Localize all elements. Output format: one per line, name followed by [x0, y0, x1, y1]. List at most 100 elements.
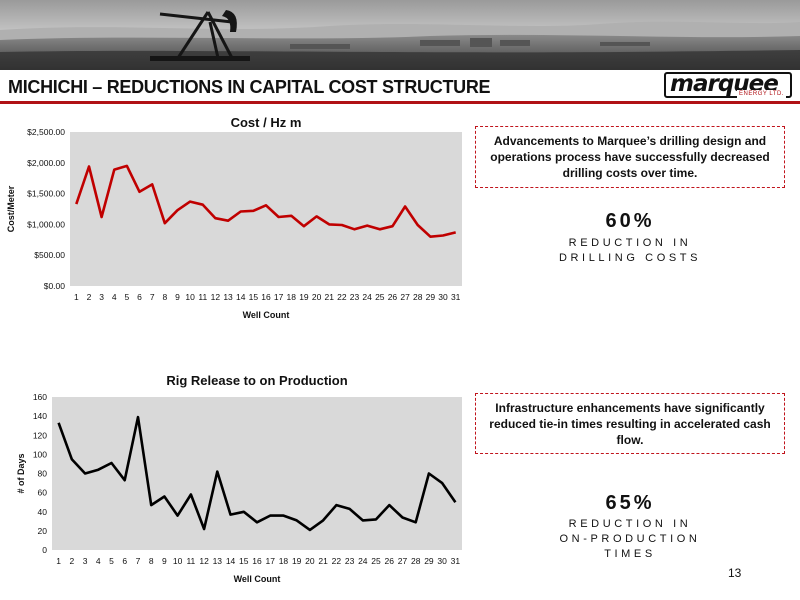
chart1-x-tick-label: 19 — [299, 292, 309, 302]
on-production-reduction-value: 65% — [605, 492, 655, 514]
title-underline — [0, 101, 800, 104]
chart2-x-tick-label: 30 — [437, 556, 447, 566]
chart1-x-tick-label: 27 — [400, 292, 410, 302]
chart1-x-tick-label: 10 — [185, 292, 195, 302]
chart1-x-tick-label: 15 — [249, 292, 259, 302]
chart2-x-tick-label: 29 — [424, 556, 434, 566]
chart1-x-tick-label: 21 — [324, 292, 334, 302]
chart1-x-tick-label: 13 — [223, 292, 233, 302]
chart2-x-tick-label: 28 — [411, 556, 421, 566]
tie-in-callout: Infrastructure enhancements have signifi… — [475, 393, 785, 454]
chart1-x-tick-label: 2 — [87, 292, 92, 302]
chart1-x-tick-label: 25 — [375, 292, 385, 302]
chart2-x-tick-label: 22 — [332, 556, 342, 566]
chart1-x-tick-label: 28 — [413, 292, 423, 302]
chart1-x-tick-label: 11 — [198, 292, 207, 302]
chart1-x-tick-label: 3 — [99, 292, 104, 302]
chart2-y-axis-label: # of Days — [16, 453, 26, 493]
page-number: 13 — [728, 566, 742, 580]
chart2-x-tick-label: 20 — [305, 556, 315, 566]
chart1-x-tick-label: 17 — [274, 292, 284, 302]
chart2-x-tick-label: 31 — [451, 556, 461, 566]
chart1-x-tick-label: 26 — [388, 292, 398, 302]
cost-per-meter-chart: Cost / Hz m $0.00 $500.00 $1,000.00 $1,500.0… — [0, 112, 470, 332]
chart1-y-tick-label: $500.00 — [34, 250, 65, 260]
chart1-x-tick-label: 1 — [74, 292, 79, 302]
chart2-x-tick-label: 27 — [398, 556, 408, 566]
chart1-y-tick-label: $0.00 — [44, 281, 66, 291]
logo-frame — [664, 72, 792, 98]
marquee-energy-logo: marquee ENERGY LTD. — [664, 71, 792, 102]
chart1-x-tick-label: 16 — [261, 292, 271, 302]
rig-release-chart-svg: Rig Release to on Production 0 20 40 60 80 100… — [16, 373, 462, 584]
chart1-x-tick-label: 20 — [312, 292, 322, 302]
chart2-x-tick-label: 21 — [318, 556, 328, 566]
chart1-x-tick-label: 14 — [236, 292, 246, 302]
chart2-x-tick-label: 10 — [173, 556, 183, 566]
slide-title: MICHICHI – REDUCTIONS IN CAPITAL COST ST… — [8, 77, 491, 97]
chart1-x-tick-label: 24 — [362, 292, 372, 302]
chart1-title: Cost / Hz m — [231, 115, 302, 130]
chart2-x-tick-label: 3 — [83, 556, 88, 566]
chart2-y-tick-label: 160 — [33, 392, 47, 402]
chart2-y-tick-label: 20 — [38, 526, 48, 536]
chart2-series-line — [57, 415, 457, 532]
drilling-cost-reduction-caption: REDUCTION IN DRILLING COSTS — [558, 237, 702, 264]
chart1-y-axis-label: Cost/Meter — [6, 185, 16, 232]
chart1-x-tick-label: 12 — [211, 292, 221, 302]
chart2-x-tick-label: 5 — [109, 556, 114, 566]
chart1-x-tick-label: 22 — [337, 292, 347, 302]
chart2-y-tick-label: 100 — [33, 449, 47, 459]
chart2-plot-area — [52, 397, 462, 550]
chart2-x-tick-label: 2 — [69, 556, 74, 566]
chart2-x-axis-label: Well Count — [234, 574, 281, 584]
drilling-cost-callout: Advancements to Marquee’s drilling desig… — [475, 126, 785, 188]
chart2-x-tick-label: 26 — [385, 556, 395, 566]
chart2-x-tick-label: 19 — [292, 556, 302, 566]
chart2-x-tick-label: 14 — [226, 556, 236, 566]
chart1-x-tick-label: 4 — [112, 292, 117, 302]
chart1-y-tick-label: $1,500.00 — [27, 189, 65, 199]
header-banner-image — [0, 0, 800, 70]
chart2-y-tick-label: 0 — [42, 545, 47, 555]
chart2-x-tick-label: 25 — [371, 556, 381, 566]
chart1-x-tick-label: 18 — [287, 292, 297, 302]
chart2-x-tick-label: 8 — [149, 556, 154, 566]
chart1-x-tick-label: 5 — [125, 292, 130, 302]
chart1-x-tick-label: 31 — [451, 292, 461, 302]
chart1-x-tick-label: 30 — [438, 292, 448, 302]
chart1-x-tick-label: 7 — [150, 292, 155, 302]
chart2-x-tick-label: 11 — [186, 556, 195, 566]
rig-release-chart: Rig Release to on Production 0 20 40 60 80 100… — [0, 372, 470, 590]
chart2-x-tick-label: 18 — [279, 556, 289, 566]
chart1-x-tick-label: 23 — [350, 292, 360, 302]
chart1-x-tick-label: 8 — [162, 292, 167, 302]
chart1-y-tick-label: $1,000.00 — [27, 219, 65, 229]
chart1-x-tick-label: 29 — [426, 292, 436, 302]
chart2-x-tick-label: 6 — [122, 556, 127, 566]
chart2-x-tick-label: 4 — [96, 556, 101, 566]
chart2-x-tick-label: 9 — [162, 556, 167, 566]
chart1-x-axis-label: Well Count — [243, 310, 290, 320]
chart2-y-tick-label: 140 — [33, 411, 47, 421]
chart2-x-tick-label: 1 — [56, 556, 61, 566]
chart2-y-tick-label: 120 — [33, 430, 47, 440]
chart2-y-tick-label: 60 — [38, 488, 48, 498]
chart2-y-tick-label: 80 — [38, 469, 48, 479]
chart2-y-tick-label: 40 — [38, 507, 48, 517]
chart1-x-tick-label: 9 — [175, 292, 180, 302]
chart2-x-tick-label: 23 — [345, 556, 355, 566]
chart2-x-tick-label: 12 — [199, 556, 209, 566]
chart2-x-tick-label: 24 — [358, 556, 368, 566]
cost-per-meter-chart-svg: Cost / Hz m $0.00 $500.00 $1,000.00 $1,500.0… — [6, 115, 462, 320]
chart1-x-tick-label: 6 — [137, 292, 142, 302]
chart2-x-tick-label: 7 — [136, 556, 141, 566]
chart1-y-tick-label: $2,500.00 — [27, 127, 65, 137]
logo-subtitle: ENERGY LTD. — [737, 90, 786, 98]
chart2-title: Rig Release to on Production — [166, 373, 347, 388]
chart2-x-tick-label: 15 — [239, 556, 249, 566]
landscape-pumpjack-image — [0, 0, 800, 70]
chart2-x-tick-label: 13 — [213, 556, 223, 566]
on-production-reduction-caption: REDUCTION IN ON-PRODUCTION TIMES — [559, 518, 701, 560]
chart2-x-tick-label: 16 — [252, 556, 262, 566]
